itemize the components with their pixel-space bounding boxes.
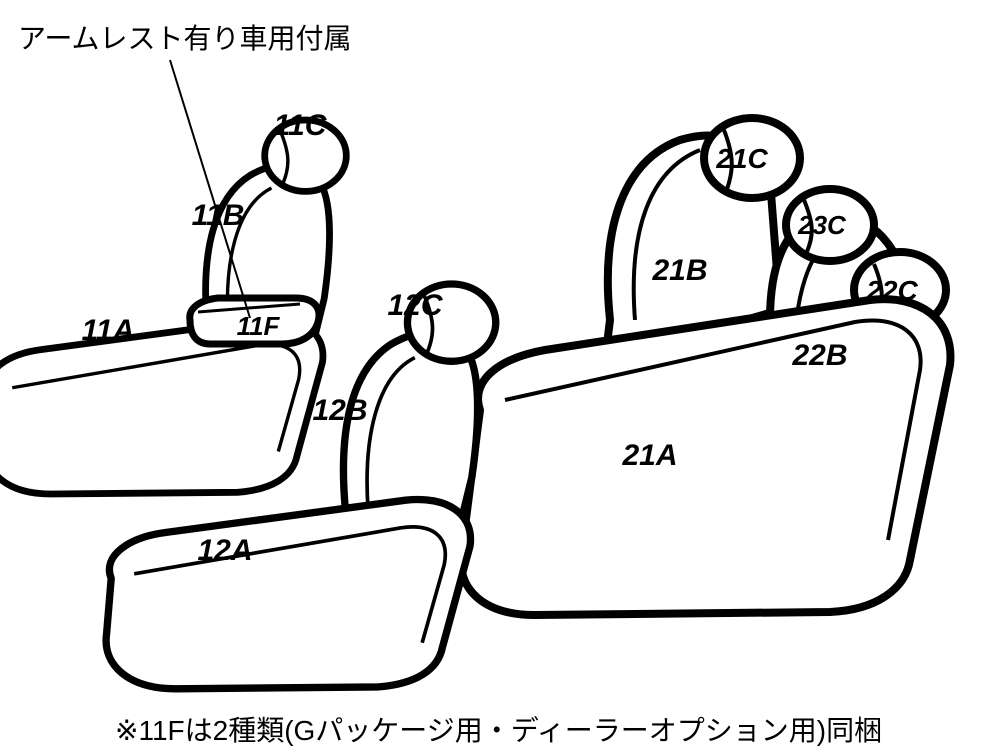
footnote: ※11Fは2種類(Gパッケージ用・ディーラーオプション用)同梱 <box>115 715 882 746</box>
label-11b: 11B <box>192 199 245 232</box>
label-11c: 11C <box>274 109 328 142</box>
label-22c: 22C <box>865 275 918 306</box>
rear-seat <box>461 118 950 615</box>
label-11a: 11A <box>82 314 135 347</box>
label-11f: 11F <box>237 311 281 341</box>
armrest-note: アームレスト有り車用付属 <box>18 23 351 54</box>
label-22b: 22B <box>791 339 847 372</box>
label-12a: 12A <box>197 534 252 567</box>
rear-cushion <box>461 299 950 615</box>
label-12c: 12C <box>387 289 443 322</box>
label-21b: 21B <box>651 254 707 287</box>
label-23c: 23C <box>797 210 847 240</box>
label-21c: 21C <box>715 143 768 174</box>
label-12b: 12B <box>312 394 367 427</box>
label-21a: 21A <box>621 439 677 472</box>
